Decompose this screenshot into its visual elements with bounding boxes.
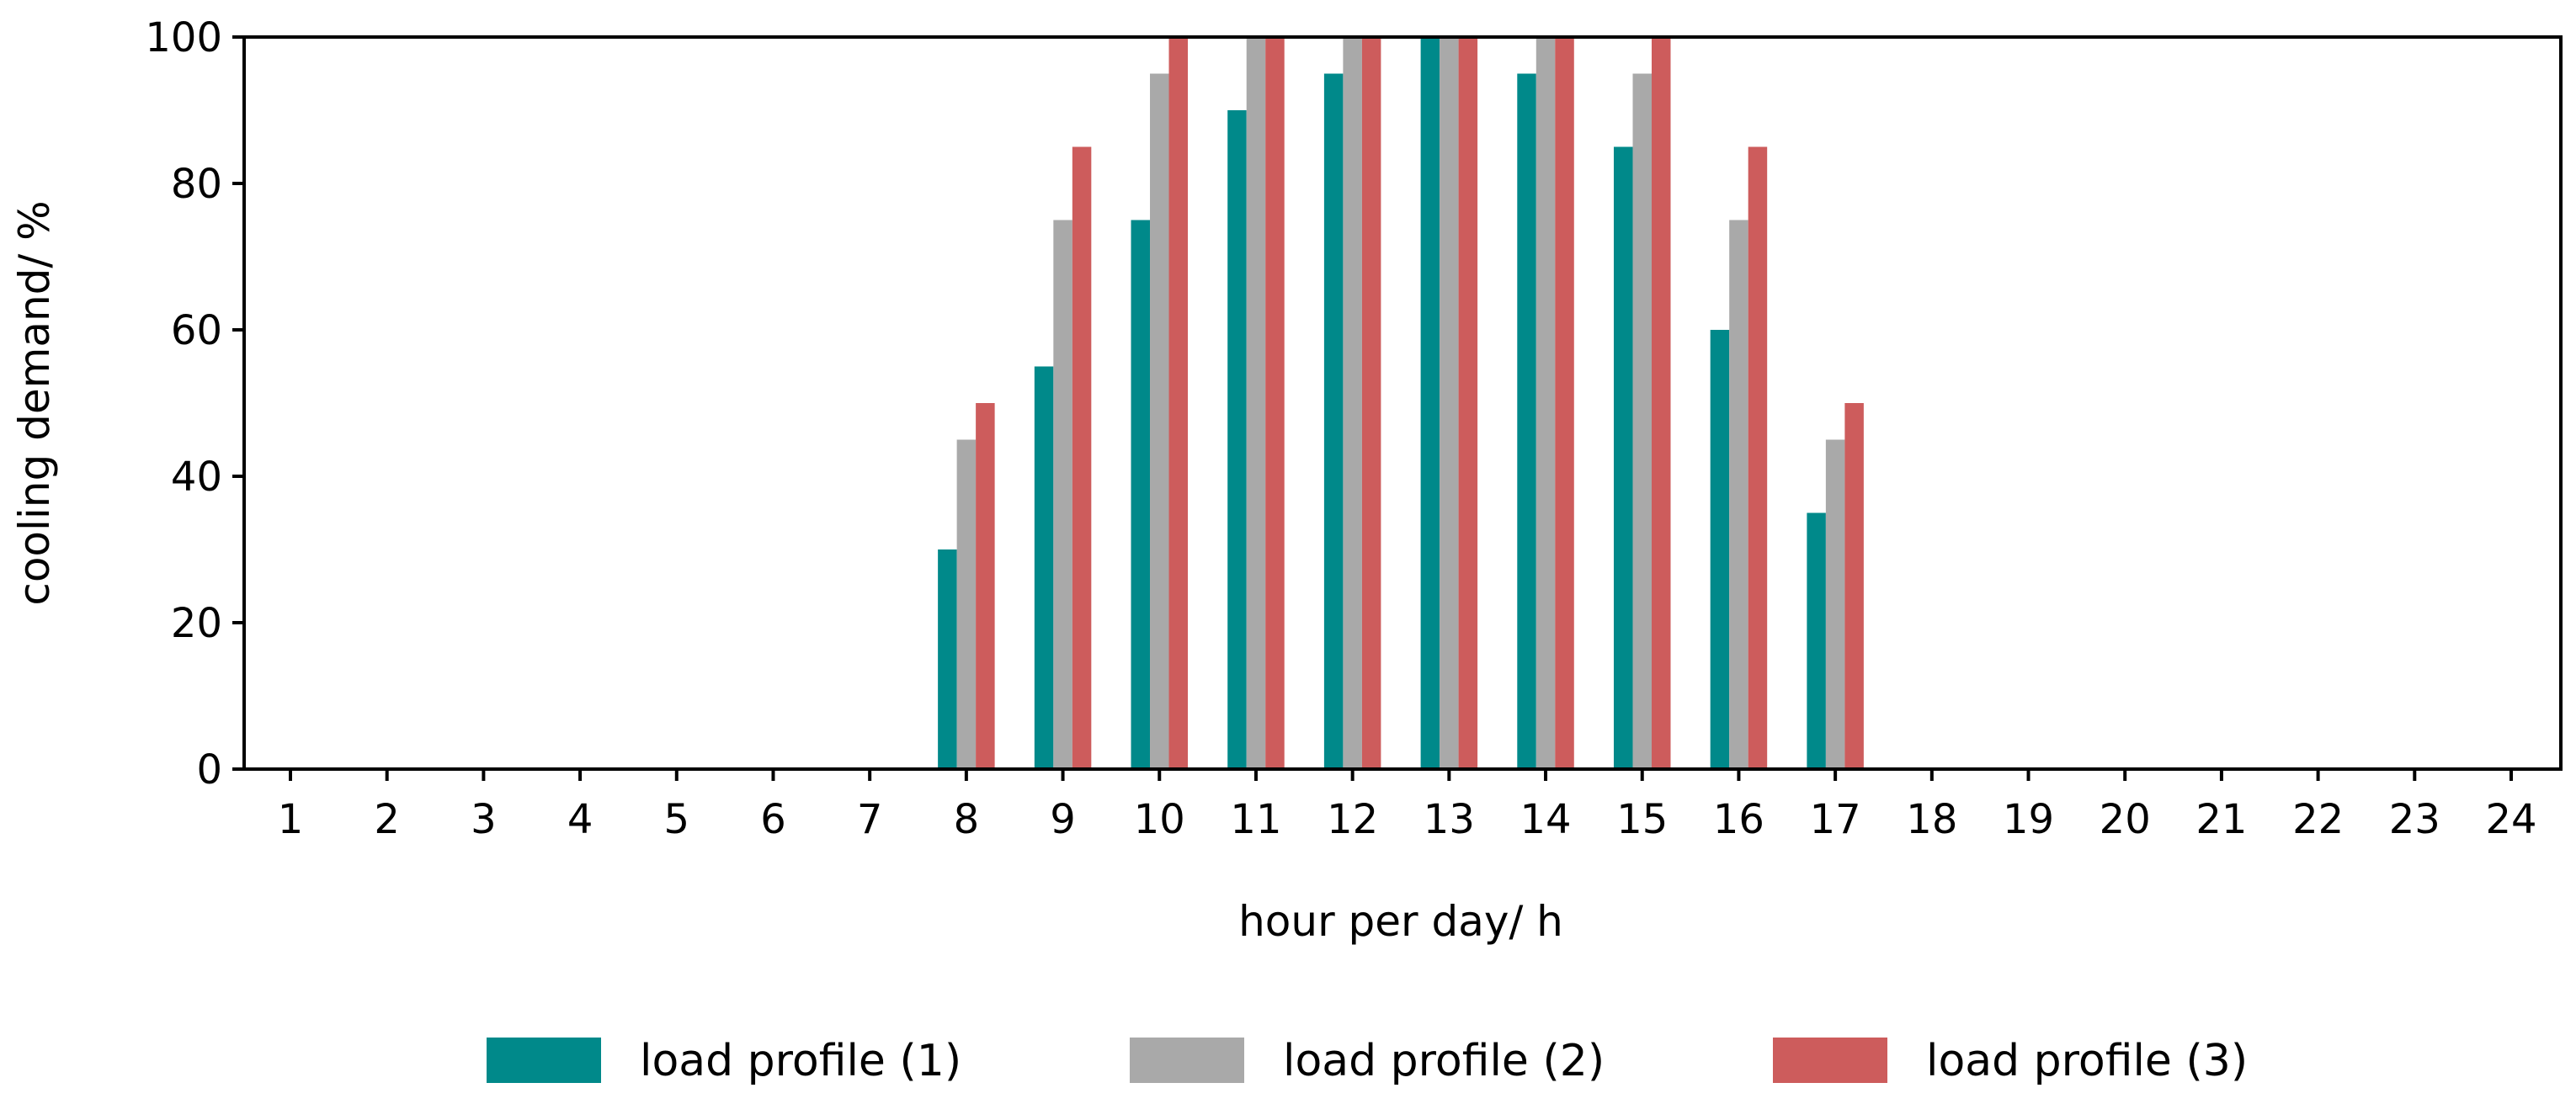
y-tick-label: 0 <box>196 746 222 794</box>
bar-series2-hour15 <box>1632 73 1652 769</box>
x-tick-label: 23 <box>2389 796 2440 843</box>
x-tick-label: 8 <box>954 796 980 843</box>
legend-label: load profile (3) <box>1926 1036 2248 1086</box>
bars-layer <box>938 37 1864 769</box>
y-tick-label: 20 <box>171 600 222 647</box>
bar-series1-hour12 <box>1323 73 1344 769</box>
x-tick-label: 21 <box>2195 796 2247 843</box>
legend: load profile (1) load profile (2) load pro… <box>487 1036 2248 1086</box>
x-tick-label: 7 <box>857 796 883 843</box>
bar-series3-hour13 <box>1458 37 1478 769</box>
bar-series3-hour16 <box>1748 146 1768 769</box>
legend-swatch <box>1130 1038 1244 1083</box>
x-tick-label: 4 <box>567 796 593 843</box>
y-axis-label: cooling demand/ % <box>10 200 59 605</box>
x-tick-label: 16 <box>1713 796 1764 843</box>
bar-series3-hour15 <box>1651 37 1671 769</box>
x-tick-label: 14 <box>1520 796 1572 843</box>
legend-label: load profile (1) <box>640 1036 961 1086</box>
x-tick-label: 2 <box>374 796 400 843</box>
bar-series3-hour9 <box>1072 146 1092 769</box>
x-tick-label: 10 <box>1134 796 1185 843</box>
x-tick-label: 11 <box>1230 796 1281 843</box>
x-tick-label: 3 <box>471 796 497 843</box>
bar-series1-hour16 <box>1710 330 1730 769</box>
x-tick-label: 20 <box>2100 796 2151 843</box>
bar-series3-hour8 <box>976 403 995 769</box>
bar-series2-hour17 <box>1825 439 1845 769</box>
bar-series2-hour8 <box>956 439 977 769</box>
x-tick-label: 15 <box>1616 796 1668 843</box>
x-axis-label: hour per day/ h <box>1238 897 1563 946</box>
bar-series2-hour13 <box>1440 37 1459 769</box>
bar-series3-hour14 <box>1555 37 1574 769</box>
bar-series2-hour10 <box>1150 73 1169 769</box>
bar-series2-hour11 <box>1246 37 1266 769</box>
bar-series2-hour12 <box>1343 37 1362 769</box>
x-tick-label: 13 <box>1424 796 1475 843</box>
y-tick-label: 80 <box>171 161 222 208</box>
legend-item-series2: load profile (2) <box>1130 1036 1605 1086</box>
bar-series2-hour14 <box>1535 37 1556 769</box>
legend-label: load profile (2) <box>1283 1036 1605 1086</box>
bar-series1-hour14 <box>1517 73 1536 769</box>
x-tick-label: 17 <box>1810 796 1861 843</box>
x-tick-label: 22 <box>2292 796 2344 843</box>
bar-series1-hour8 <box>938 549 957 769</box>
y-tick-label: 60 <box>171 307 222 354</box>
legend-swatch <box>1773 1038 1887 1083</box>
x-tick-label: 1 <box>278 796 304 843</box>
bar-series1-hour13 <box>1420 37 1440 769</box>
legend-item-series3: load profile (3) <box>1773 1036 2248 1086</box>
x-tick-label: 12 <box>1327 796 1378 843</box>
bar-series1-hour17 <box>1807 512 1826 769</box>
x-tick-label: 9 <box>1050 796 1076 843</box>
bar-series2-hour16 <box>1729 220 1748 769</box>
y-axis: 0 20 40 60 80 100 <box>145 14 244 794</box>
plot-area-frame <box>242 35 2563 771</box>
bar-series1-hour11 <box>1227 110 1247 769</box>
bar-series2-hour9 <box>1053 220 1072 769</box>
x-tick-label: 6 <box>760 796 786 843</box>
legend-item-series1: load profile (1) <box>487 1036 961 1086</box>
bar-series1-hour9 <box>1034 366 1054 769</box>
x-tick-label: 18 <box>1906 796 1957 843</box>
bar-series1-hour15 <box>1613 146 1633 769</box>
x-tick-label: 19 <box>2003 796 2054 843</box>
bar-series1-hour10 <box>1131 220 1151 769</box>
bar-series3-hour12 <box>1361 37 1381 769</box>
legend-swatch <box>487 1038 601 1083</box>
x-tick-label: 24 <box>2485 796 2536 843</box>
bar-series3-hour17 <box>1844 403 1864 769</box>
x-axis: 1 2 3 4 5 6 7 8 9 10 11 12 13 14 15 16 17 18 19 20 21 22 23 24 <box>278 769 2537 843</box>
y-tick-label: 40 <box>171 454 222 501</box>
x-tick-label: 5 <box>664 796 690 843</box>
bar-series3-hour10 <box>1168 37 1189 769</box>
y-tick-label: 100 <box>145 14 222 61</box>
bar-series3-hour11 <box>1265 37 1285 769</box>
